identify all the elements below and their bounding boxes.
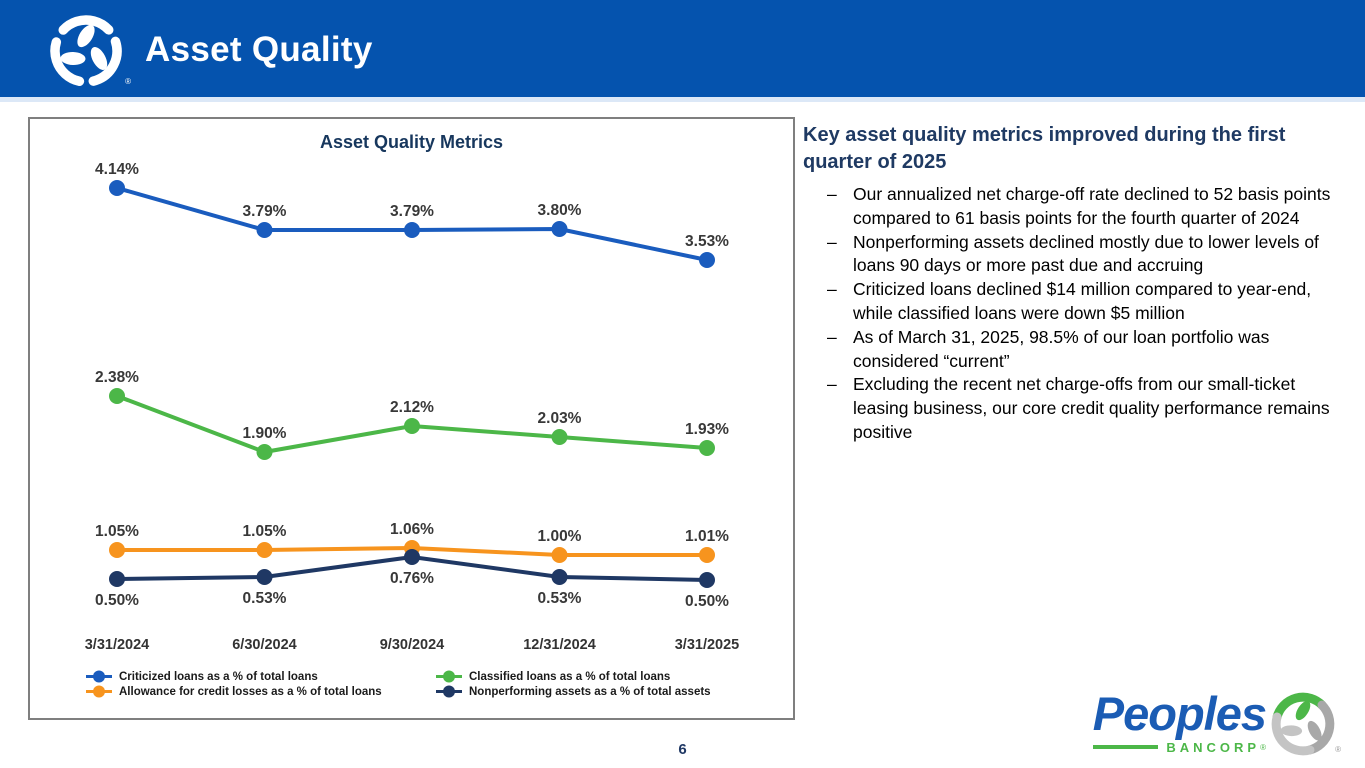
legend-marker-icon — [86, 670, 112, 683]
header-divider — [0, 97, 1365, 102]
data-point — [551, 569, 568, 585]
data-label: 0.50% — [685, 593, 729, 610]
legend-item: Allowance for credit losses as a % of to… — [86, 685, 436, 698]
logo-name: Peoples — [1092, 687, 1267, 741]
chart-legend: Criticized loans as a % of total loans Cl… — [86, 670, 711, 698]
data-label: 3.79% — [243, 203, 287, 220]
legend-marker-icon — [436, 685, 462, 698]
key-points: Key asset quality metrics improved durin… — [803, 122, 1333, 445]
data-point — [699, 547, 715, 563]
x-axis-label: 9/30/2024 — [380, 637, 445, 653]
data-point — [109, 388, 125, 404]
data-label: 0.53% — [243, 590, 287, 607]
bullet-dash: – — [827, 279, 837, 300]
data-point — [404, 222, 420, 238]
legend-item: Nonperforming assets as a % of total ass… — [436, 685, 711, 698]
bullet-item: – Criticized loans declined $14 million c… — [827, 278, 1333, 326]
data-label: 1.06% — [390, 521, 434, 538]
line-chart: 4.14% 3.79% 3.79% 3.80% 3.53% 2.38% 1.90% 2.12%… — [85, 161, 740, 653]
key-points-heading: Key asset quality metrics improved durin… — [803, 124, 1286, 173]
data-label: 1.05% — [243, 523, 287, 540]
data-point — [699, 252, 715, 268]
data-point — [404, 418, 420, 434]
data-label: 0.50% — [95, 592, 139, 609]
data-point — [109, 571, 125, 587]
data-label: 3.79% — [390, 203, 434, 220]
bullet-text: As of March 31, 2025, 98.5% of our loan … — [853, 326, 1270, 371]
bullet-text: Nonperforming assets declined mostly due… — [853, 231, 1319, 276]
bullet-text: Excluding the recent net charge-offs fro… — [853, 374, 1330, 442]
data-point — [109, 180, 125, 196]
registered-mark: ® — [1335, 745, 1341, 754]
x-axis-label: 12/31/2024 — [523, 637, 596, 653]
data-label: 4.14% — [95, 161, 139, 178]
legend-marker-icon — [86, 685, 112, 698]
data-label: 1.01% — [685, 528, 729, 545]
registered-mark: ® — [1260, 742, 1266, 752]
bullet-item: – Nonperforming assets declined mostly du… — [827, 231, 1333, 279]
legend-label: Classified loans as a % of total loans — [469, 670, 671, 683]
data-point — [699, 572, 715, 588]
registered-mark: ® — [125, 77, 131, 86]
data-label: 0.53% — [538, 590, 582, 607]
bullet-text: Criticized loans declined $14 million co… — [853, 279, 1312, 323]
bullet-list: – Our annualized net charge-off rate decl… — [803, 183, 1333, 445]
bullet-dash: – — [827, 326, 837, 347]
legend-label: Criticized loans as a % of total loans — [119, 670, 318, 683]
data-label: 2.12% — [390, 399, 434, 416]
data-label: 2.03% — [538, 410, 582, 427]
data-label: 1.00% — [538, 528, 582, 545]
legend-label: Nonperforming assets as a % of total ass… — [469, 685, 711, 698]
page-title: Asset Quality — [145, 30, 373, 69]
peoples-swirl-icon: ® — [48, 13, 131, 89]
data-point — [551, 547, 568, 563]
peoples-wordmark: Peoples BANCORP ® — [1092, 687, 1267, 755]
legend-label: Allowance for credit losses as a % of to… — [119, 685, 382, 698]
page-number: 6 — [678, 741, 687, 758]
x-axis-label: 3/31/2025 — [675, 637, 740, 653]
data-label: 1.05% — [95, 523, 139, 540]
data-point — [256, 569, 273, 585]
data-point — [109, 542, 125, 558]
legend-marker-icon — [436, 670, 462, 683]
bullet-item: – As of March 31, 2025, 98.5% of our loan… — [827, 326, 1333, 374]
data-point — [256, 444, 273, 460]
data-point — [404, 549, 420, 565]
legend-item: Criticized loans as a % of total loans — [86, 670, 436, 683]
bullet-text: Our annualized net charge-off rate decli… — [853, 184, 1331, 228]
data-point — [256, 222, 273, 238]
swirl-icon-graphic — [1271, 692, 1335, 756]
header-bar: ® Asset Quality — [0, 0, 1365, 97]
data-label: 3.80% — [538, 202, 582, 219]
logo-bancorp: BANCORP — [1166, 739, 1261, 755]
data-point — [551, 429, 568, 445]
logo-subline: BANCORP ® — [1092, 739, 1266, 755]
x-axis-label: 6/30/2024 — [232, 637, 297, 653]
peoples-bancorp-logo: Peoples BANCORP ® ® — [1092, 687, 1341, 758]
chart-panel: Asset Quality Metrics 4.14% 3.79% 3.79% 3.8… — [28, 117, 795, 720]
x-axis-label: 3/31/2024 — [85, 637, 150, 653]
data-label: 2.38% — [95, 369, 139, 386]
data-label: 1.90% — [243, 425, 287, 442]
bullet-dash: – — [827, 184, 837, 204]
data-label: 1.93% — [685, 421, 729, 438]
data-point — [551, 221, 568, 237]
data-label: 3.53% — [685, 233, 729, 250]
data-point — [256, 542, 273, 558]
chart-title: Asset Quality Metrics — [319, 132, 504, 152]
bullet-item: – Our annualized net charge-off rate decl… — [827, 183, 1333, 231]
bullet-dash: – — [827, 374, 837, 395]
bullet-dash: – — [827, 231, 837, 252]
peoples-bancorp-swirl-icon: ® — [1269, 690, 1341, 758]
data-point — [699, 440, 715, 456]
legend-item: Classified loans as a % of total loans — [436, 670, 711, 683]
swirl-icon-graphic — [50, 15, 122, 87]
logo-rule — [1092, 745, 1159, 749]
data-label: 0.76% — [390, 570, 434, 587]
bullet-item: – Excluding the recent net charge-offs fr… — [827, 373, 1333, 444]
